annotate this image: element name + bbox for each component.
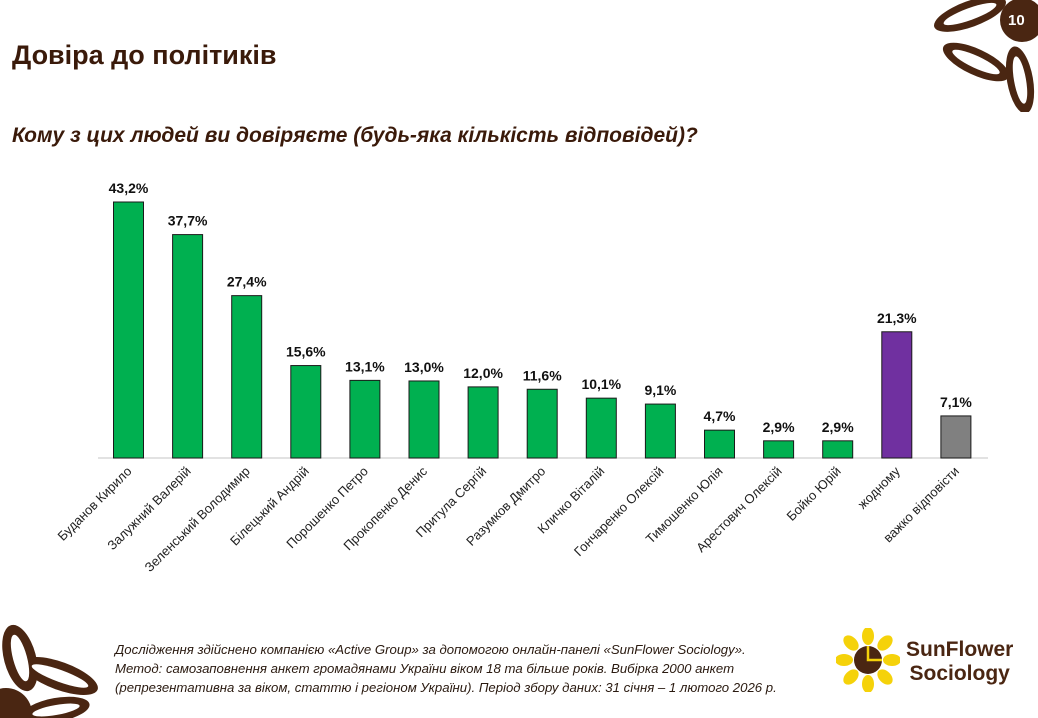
bar <box>349 379 381 459</box>
data-label: 2,9% <box>763 419 795 435</box>
bar <box>526 388 558 459</box>
category-label: жодному <box>855 463 904 512</box>
data-label: 21,3% <box>877 310 917 326</box>
bar <box>467 386 499 459</box>
data-label: 15,6% <box>286 344 326 360</box>
page-number: 10 <box>1008 12 1025 29</box>
data-label: 11,6% <box>523 367 562 383</box>
bar <box>408 380 440 459</box>
sunflower-corner-icon <box>0 624 98 718</box>
bar <box>172 234 204 459</box>
data-label: 13,0% <box>404 359 444 375</box>
brand-name-line: Sociology <box>909 662 1010 685</box>
bar <box>881 331 913 459</box>
survey-question: Кому з цих людей ви довіряєте (будь-яка … <box>12 124 698 147</box>
bar <box>822 440 854 459</box>
bar <box>763 440 795 459</box>
sunflower-logo-icon <box>835 627 901 693</box>
brand-logo: SunFlower Sociology <box>835 627 1013 697</box>
sunflower-corner-icon <box>934 0 1038 112</box>
data-label: 4,7% <box>704 408 736 424</box>
data-label: 12,0% <box>463 365 503 381</box>
bar <box>704 429 735 459</box>
data-label: 37,7% <box>168 213 208 229</box>
brand-name-line: SunFlower <box>906 638 1014 661</box>
brand-name: SunFlower Sociology <box>906 638 1013 686</box>
category-label: Бойко Юрій <box>784 464 844 524</box>
bar <box>290 365 322 459</box>
bar <box>113 201 144 459</box>
data-label: 43,2% <box>109 180 149 196</box>
footnote-line: Дослідження здійснено компанією «Active … <box>115 642 746 657</box>
category-label: Зеленський Володимир <box>142 464 253 575</box>
data-label: 7,1% <box>940 394 972 410</box>
bar <box>585 397 617 459</box>
data-label: 9,1% <box>644 382 676 398</box>
footnote-line: Метод: самозаповнення анкет громадянами … <box>115 661 735 676</box>
bar <box>940 415 972 459</box>
footnote-line: (репрезентативна за віком, статтю і регі… <box>115 680 777 695</box>
bar <box>231 295 263 459</box>
page-title: Довіра до політиків <box>12 40 277 70</box>
data-label: 10,1% <box>581 376 621 392</box>
data-label: 2,9% <box>822 419 854 435</box>
data-label: 13,1% <box>345 358 385 374</box>
bar <box>644 403 676 459</box>
footnote: Дослідження здійснено компанією «Active … <box>115 640 815 697</box>
data-label: 27,4% <box>227 274 267 290</box>
